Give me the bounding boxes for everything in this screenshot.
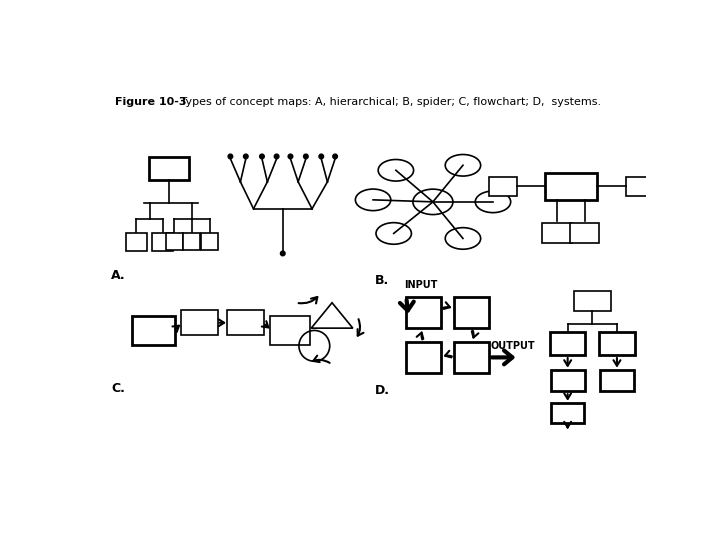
Bar — [149, 157, 189, 180]
Circle shape — [319, 154, 323, 159]
Bar — [406, 298, 441, 328]
Circle shape — [260, 154, 264, 159]
Text: INPUT: INPUT — [404, 280, 438, 289]
Bar — [544, 173, 597, 200]
Circle shape — [243, 154, 248, 159]
Ellipse shape — [475, 191, 510, 213]
Bar — [126, 233, 148, 251]
Circle shape — [333, 154, 338, 159]
Bar — [132, 316, 174, 345]
Text: B.: B. — [375, 274, 390, 287]
Bar — [228, 310, 264, 335]
Ellipse shape — [445, 228, 481, 249]
Bar — [181, 310, 218, 335]
Bar — [271, 316, 310, 345]
Ellipse shape — [413, 189, 453, 214]
Bar — [454, 298, 489, 328]
Bar — [489, 177, 517, 195]
Text: Types of concept maps: A, hierarchical; B, spider; C, flowchart; D,  systems.: Types of concept maps: A, hierarchical; … — [171, 97, 601, 107]
Bar — [166, 233, 183, 251]
Bar — [551, 370, 585, 392]
Bar — [570, 222, 599, 242]
Bar — [454, 342, 489, 373]
Bar — [550, 332, 585, 355]
Bar — [542, 222, 572, 242]
Text: C.: C. — [111, 382, 125, 395]
Circle shape — [304, 154, 308, 159]
Bar — [184, 233, 200, 251]
Bar — [552, 403, 584, 423]
Text: Figure 10-3: Figure 10-3 — [115, 97, 186, 107]
Ellipse shape — [378, 159, 413, 181]
Circle shape — [228, 154, 233, 159]
Ellipse shape — [376, 222, 411, 244]
Ellipse shape — [356, 189, 391, 211]
Bar — [574, 291, 611, 311]
Text: D.: D. — [375, 384, 390, 397]
Bar — [201, 233, 218, 251]
Circle shape — [274, 154, 279, 159]
Circle shape — [281, 251, 285, 256]
Text: A.: A. — [111, 269, 126, 282]
Bar — [152, 233, 174, 251]
Circle shape — [288, 154, 293, 159]
Bar — [599, 332, 634, 355]
Bar — [626, 177, 654, 195]
Bar — [600, 370, 634, 392]
Ellipse shape — [445, 154, 481, 176]
Text: OUTPUT: OUTPUT — [490, 341, 535, 351]
Bar — [406, 342, 441, 373]
